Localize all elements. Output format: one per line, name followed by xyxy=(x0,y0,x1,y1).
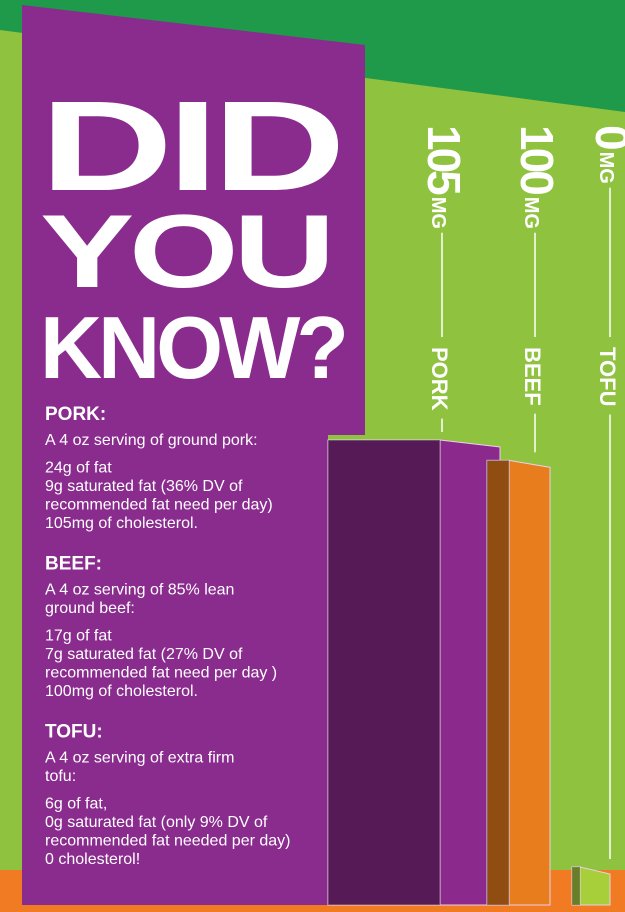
fact-line: 9g saturated fat (36% DV of xyxy=(45,478,243,495)
bar-shade xyxy=(572,867,580,905)
headline: KNOW? xyxy=(40,298,345,397)
unit-label: MG xyxy=(427,197,449,229)
fact-line: tofu: xyxy=(45,768,76,785)
category-label: TOFU xyxy=(595,347,620,406)
fact-line: A 4 oz serving of ground pork: xyxy=(45,432,258,449)
fact-line: recommended fat need per day) xyxy=(45,497,273,514)
category-label: BEEF xyxy=(520,347,545,406)
bar xyxy=(327,439,441,906)
bar-side xyxy=(579,866,611,906)
category-label: PORK xyxy=(427,347,452,411)
bar xyxy=(571,866,581,906)
fact-line: 100mg of cholesterol. xyxy=(45,683,198,700)
bar-label: 0 MG TOFU xyxy=(586,125,625,859)
value-label: 100 xyxy=(511,125,563,194)
bar xyxy=(486,459,510,906)
fact-heading: TOFU: xyxy=(45,722,103,743)
fact-line: 17g of fat xyxy=(45,628,112,645)
fact-line: 24g of fat xyxy=(45,460,112,477)
fact-line: 0 cholesterol! xyxy=(45,851,140,868)
bar-shade xyxy=(487,460,509,905)
headline: DID xyxy=(40,75,340,218)
fact-line: 6g of fat, xyxy=(45,796,107,813)
bar-side xyxy=(508,459,551,906)
fact-heading: BEEF: xyxy=(45,554,102,575)
fact-line: recommended fat needed per day) xyxy=(45,833,290,850)
fact-line: 105mg of cholesterol. xyxy=(45,515,198,532)
bar-shade xyxy=(328,440,440,905)
fact-line: A 4 oz serving of extra firm xyxy=(45,750,234,767)
headline: YOU xyxy=(40,194,330,310)
unit-label: MG xyxy=(520,197,542,229)
info-panel xyxy=(22,5,365,905)
fact-heading: PORK: xyxy=(45,404,106,425)
fact-line: 0g saturated fat (only 9% DV of xyxy=(45,814,268,831)
value-label: 105 xyxy=(418,125,470,195)
fact-line: ground beef: xyxy=(45,600,135,617)
fact-line: recommended fat need per day ) xyxy=(45,665,277,682)
fact-line: 7g saturated fat (27% DV of xyxy=(45,646,243,663)
unit-label: MG xyxy=(595,152,617,184)
value-label: 0 xyxy=(586,125,625,149)
fact-line: A 4 oz serving of 85% lean xyxy=(45,582,234,599)
